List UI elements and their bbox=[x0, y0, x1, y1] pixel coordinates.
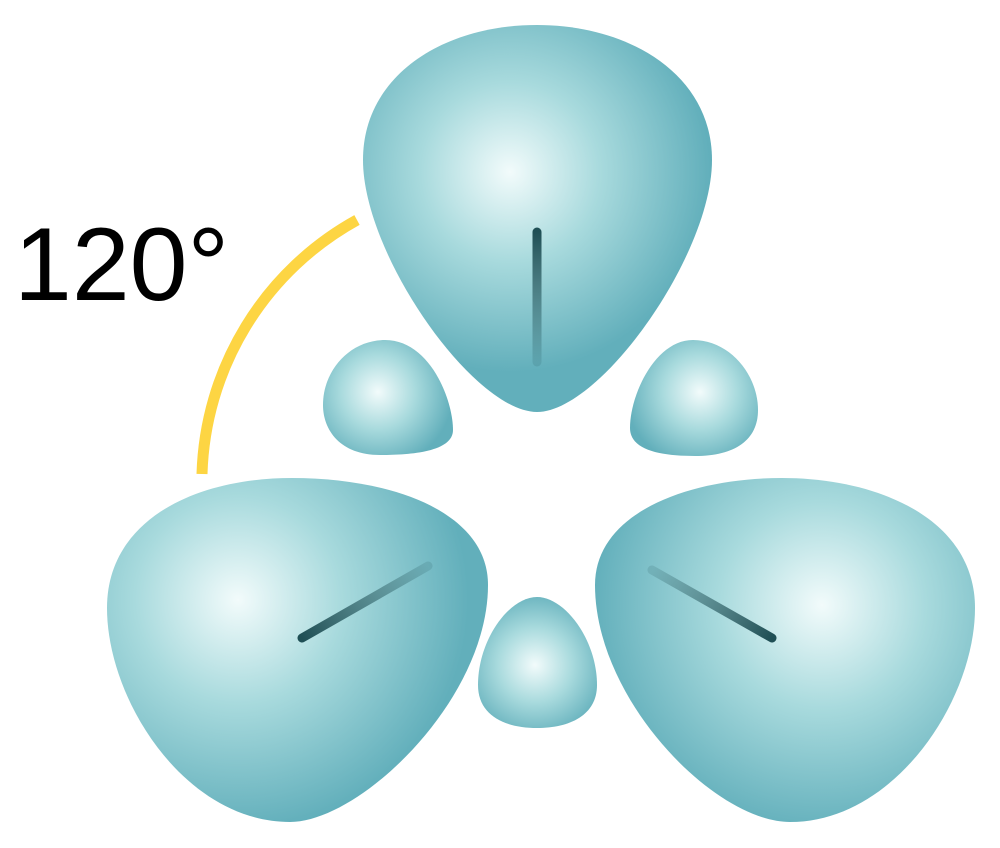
axis-line-bottom-left bbox=[297, 561, 433, 643]
large-lobe-bottom-left bbox=[107, 478, 488, 822]
angle-arc bbox=[196, 215, 360, 475]
small-lobe-bottom-center bbox=[478, 597, 597, 728]
angle-label: 120° bbox=[14, 207, 229, 323]
small-lobe-upper-right bbox=[630, 340, 758, 456]
axis-line-bottom-right bbox=[647, 565, 777, 643]
large-lobe-top bbox=[363, 25, 712, 412]
large-lobe-bottom-right bbox=[595, 478, 975, 822]
small-lobe-upper-left bbox=[323, 340, 453, 455]
